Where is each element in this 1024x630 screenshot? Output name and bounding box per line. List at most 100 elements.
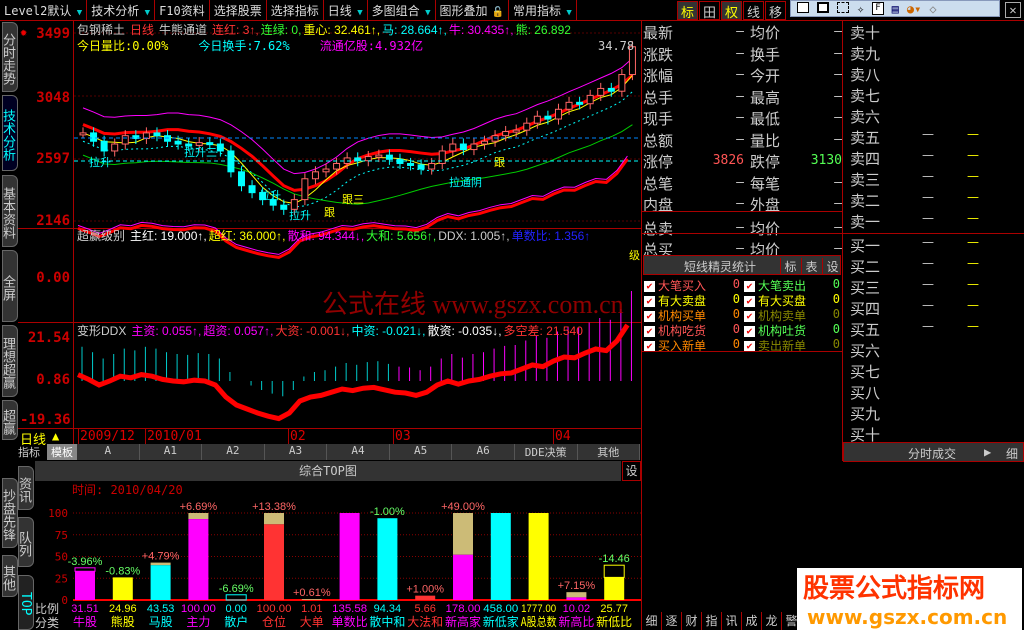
bottom-side-tab[interactable]: 抄盘先锋 bbox=[0, 478, 18, 548]
elf-item[interactable]: ✔ 有大卖盘 0 bbox=[644, 292, 742, 309]
palette-icon[interactable]: ◕▾ bbox=[906, 2, 922, 16]
side-tab-2[interactable]: 基本资料 bbox=[0, 175, 18, 247]
checkbox[interactable]: ✔ bbox=[644, 311, 655, 322]
right-toolbar-button[interactable]: 线 bbox=[743, 1, 764, 21]
template-tab[interactable]: 其他 bbox=[578, 444, 641, 460]
select-icon[interactable] bbox=[837, 2, 849, 13]
bottom-side-tab[interactable]: 队列 bbox=[16, 517, 34, 567]
side-tab-4[interactable]: 理想超赢 bbox=[0, 325, 18, 397]
elf-button[interactable]: 设 bbox=[822, 258, 842, 275]
toolbar-5[interactable]: 日线 ▼ bbox=[324, 0, 368, 20]
toolbar-4[interactable]: 选择指标 bbox=[267, 0, 324, 20]
checkbox[interactable]: ✔ bbox=[744, 281, 755, 292]
lock-icon[interactable]: 🔓 bbox=[491, 7, 504, 18]
elf-item[interactable]: ✔ 机构吐货 0 bbox=[744, 322, 842, 339]
gear-icon[interactable]: ✹ bbox=[20, 25, 28, 39]
side-tab-3[interactable]: 全屏 bbox=[0, 250, 18, 322]
toolbar-6[interactable]: 多图组合 ▼ bbox=[368, 0, 436, 20]
template-tab[interactable]: A2 bbox=[202, 444, 265, 460]
prev-bar bbox=[603, 564, 625, 578]
elf-item[interactable]: ✔ 有大买盘 0 bbox=[744, 292, 842, 309]
legend-item: 熊: 26.892 bbox=[515, 23, 571, 37]
elf-item[interactable]: ✔ 大笔买入 0 bbox=[644, 277, 742, 294]
pin-icon[interactable]: ✧ bbox=[857, 2, 865, 16]
side-tab-0[interactable]: 分时走势 bbox=[0, 22, 18, 92]
side-tab-5[interactable]: 超赢分析 bbox=[0, 400, 18, 440]
checkbox[interactable]: ✔ bbox=[744, 341, 755, 352]
detail-button[interactable]: 细 bbox=[1006, 447, 1019, 461]
bottom-side-tab[interactable]: TOP bbox=[18, 575, 34, 630]
dropdown-icon[interactable]: ▼ bbox=[419, 8, 431, 18]
bottom-side-tab[interactable]: 资讯 bbox=[16, 466, 34, 510]
template-tab[interactable]: A3 bbox=[265, 444, 328, 460]
checkbox[interactable]: ✔ bbox=[744, 296, 755, 307]
toolbar-2[interactable]: F10资料 bbox=[155, 0, 210, 20]
bottom-tab[interactable]: 指 bbox=[702, 612, 722, 630]
font-icon[interactable]: F bbox=[872, 2, 884, 15]
checkbox[interactable]: ✔ bbox=[744, 326, 755, 337]
toolbar-7[interactable]: 图形叠加 🔓 bbox=[436, 0, 509, 20]
elf-item[interactable]: ✔ 买入新单 0 bbox=[644, 337, 742, 354]
candle bbox=[153, 132, 161, 137]
right-toolbar-button[interactable]: 标 bbox=[677, 1, 698, 21]
template-tabs: A A1 A2 A3 A4 A5 A6 DDE决策 其他 bbox=[47, 444, 641, 460]
change-label: +7.15% bbox=[558, 580, 596, 592]
elf-item[interactable]: ✔ 机构吃货 0 bbox=[644, 322, 742, 339]
rect-icon[interactable] bbox=[797, 2, 809, 13]
template-tab[interactable]: DDE决策 bbox=[515, 444, 578, 460]
frame-icon[interactable] bbox=[817, 2, 829, 13]
toolbar-3[interactable]: 选择股票 bbox=[210, 0, 267, 20]
dropdown-icon[interactable]: ▼ bbox=[71, 8, 83, 18]
elf-item-label: 有大买盘 bbox=[758, 294, 807, 308]
bottom-side-tab[interactable]: 其他 bbox=[0, 555, 18, 597]
dropdown-icon[interactable]: ▼ bbox=[139, 8, 151, 18]
checkbox[interactable]: ✔ bbox=[644, 341, 655, 352]
bottom-tab[interactable]: 细 bbox=[642, 612, 662, 630]
toolbar-8[interactable]: 常用指标 ▼ bbox=[509, 0, 577, 20]
eraser-icon[interactable]: ◇ bbox=[929, 2, 937, 16]
checkbox[interactable]: ✔ bbox=[644, 296, 655, 307]
toolbar-0[interactable]: Level2默认 ▼ bbox=[0, 0, 88, 20]
template-tab[interactable]: A5 bbox=[390, 444, 453, 460]
save-icon[interactable]: ▤ bbox=[891, 2, 899, 16]
toolbar-1[interactable]: 技术分析 ▼ bbox=[87, 0, 156, 20]
bottom-tab[interactable]: 成 bbox=[742, 612, 762, 630]
elf-item[interactable]: ✔ 机构买单 0 bbox=[644, 307, 742, 324]
bottom-tab[interactable]: 逐 bbox=[662, 612, 682, 630]
period-label[interactable]: 日线 bbox=[20, 433, 47, 448]
dropdown-icon[interactable]: ▼ bbox=[560, 8, 572, 18]
template-tab[interactable]: A6 bbox=[452, 444, 515, 460]
elf-item[interactable]: ✔ 大笔卖出 0 bbox=[744, 277, 842, 294]
checkbox[interactable]: ✔ bbox=[644, 326, 655, 337]
side-tab-1[interactable]: 技术分析 bbox=[0, 95, 18, 171]
tab-template[interactable]: 模板 bbox=[47, 444, 77, 460]
bar-新低比 bbox=[604, 577, 625, 600]
template-tab[interactable]: A1 bbox=[140, 444, 203, 460]
ind1-line bbox=[77, 158, 629, 259]
dropdown-icon[interactable]: ▼ bbox=[351, 8, 363, 18]
elf-item[interactable]: ✔ 机构卖单 0 bbox=[744, 307, 842, 324]
triangle-up-icon[interactable]: ▲ bbox=[52, 429, 60, 443]
right-toolbar-button[interactable]: 田 bbox=[699, 1, 720, 21]
close-icon[interactable]: ✕ bbox=[1005, 2, 1021, 18]
elf-item[interactable]: ✔ 卖出新单 0 bbox=[744, 337, 842, 354]
elf-button[interactable]: 表 bbox=[801, 258, 821, 275]
bottom-tab[interactable]: 讯 bbox=[722, 612, 742, 630]
template-tab[interactable]: A4 bbox=[327, 444, 390, 460]
change-label: -3.96% bbox=[68, 556, 103, 568]
right-toolbar-button[interactable]: 权 bbox=[721, 1, 742, 21]
right-toolbar-button[interactable]: 移 bbox=[765, 1, 786, 21]
top-settings-button[interactable]: 设 bbox=[622, 461, 641, 481]
bottom-tab[interactable]: 财 bbox=[682, 612, 702, 630]
template-tab[interactable]: A bbox=[77, 444, 140, 460]
bottom-tab[interactable]: 龙 bbox=[762, 612, 782, 630]
checkbox[interactable]: ✔ bbox=[644, 281, 655, 292]
legend-item: 今日量比:0.00% bbox=[77, 39, 169, 53]
checkbox[interactable]: ✔ bbox=[744, 311, 755, 322]
tab-indicator[interactable]: 指标 bbox=[18, 446, 40, 459]
play-icon[interactable]: ▶ bbox=[984, 445, 992, 459]
elf-button[interactable]: 标 bbox=[780, 258, 800, 275]
quote-value: 3130 bbox=[810, 153, 842, 168]
orderbook-price: — bbox=[922, 211, 934, 225]
bar-主力 bbox=[188, 519, 209, 600]
